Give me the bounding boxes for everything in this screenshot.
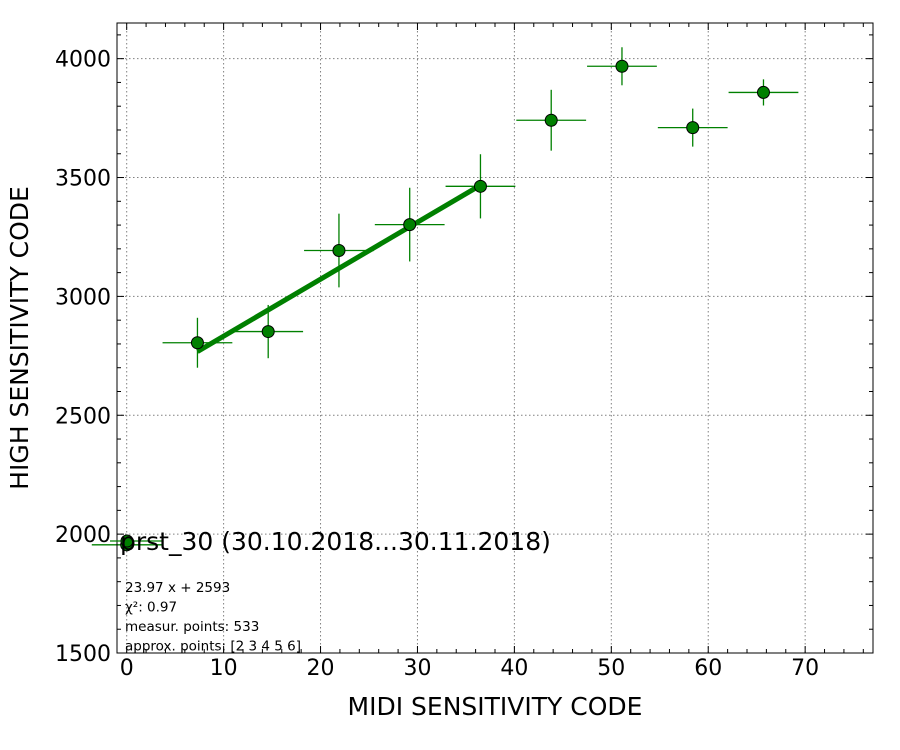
x-axis-label: MIDI SENSITIVITY CODE [348,692,643,721]
data-point-group [374,187,445,262]
data-point [332,244,346,258]
x-tick-label: 10 [210,656,238,681]
data-point-group [587,47,657,86]
fit-annotation-line: measur. points: 533 [125,619,259,635]
tick-labels: 0 10 20 30 40 50 60 70 1500 2000 2500 3000 3500 4000 [55,48,819,681]
data-points-layer [91,47,799,552]
y-axis-label: HIGH SENSITIVITY CODE [5,186,34,490]
y-tick-label: 2500 [55,404,111,429]
fit-annotation-line: approx. points: [2 3 4 5 6] [125,639,301,655]
data-point [544,113,558,127]
data-point [261,325,275,339]
fit-annotation-line: χ²: 0.97 [125,600,177,616]
x-tick-label: 40 [500,656,528,681]
legend-marker [120,534,134,548]
y-tick-label: 2000 [55,523,111,548]
x-tick-label: 60 [694,656,722,681]
x-tick-label: 70 [791,656,819,681]
data-point-group [728,79,799,106]
y-tick-label: 3500 [55,167,111,192]
data-point-group [233,304,304,359]
y-tick-label: 1500 [55,642,111,667]
data-point-group [304,213,374,288]
data-point-group [162,317,233,368]
y-tick-label: 4000 [55,48,111,73]
data-point [190,336,204,350]
legend: prst_30 (30.10.2018...30.11.2018) [110,527,551,556]
data-point [756,85,770,99]
x-tick-label: 20 [307,656,335,681]
plot-frame [116,22,874,654]
x-tick-label: 30 [403,656,431,681]
data-point [473,179,487,193]
legend-label: prst_30 (30.10.2018...30.11.2018) [120,527,551,556]
y-tick-label: 3000 [55,285,111,310]
axis-ticks [117,23,873,654]
grid [117,23,873,654]
x-tick-label: 0 [120,656,134,681]
fit-annotation-line: 23.97 x + 2593 [125,580,230,596]
data-point-group [657,108,728,147]
data-point-group [516,89,587,151]
data-point [403,218,417,232]
x-tick-label: 50 [597,656,625,681]
data-point-group [445,154,516,219]
data-point [686,121,700,135]
fit-annotations: 23.97 x + 2593 χ²: 0.97 measur. points: 53… [125,580,301,655]
data-point [615,59,629,73]
